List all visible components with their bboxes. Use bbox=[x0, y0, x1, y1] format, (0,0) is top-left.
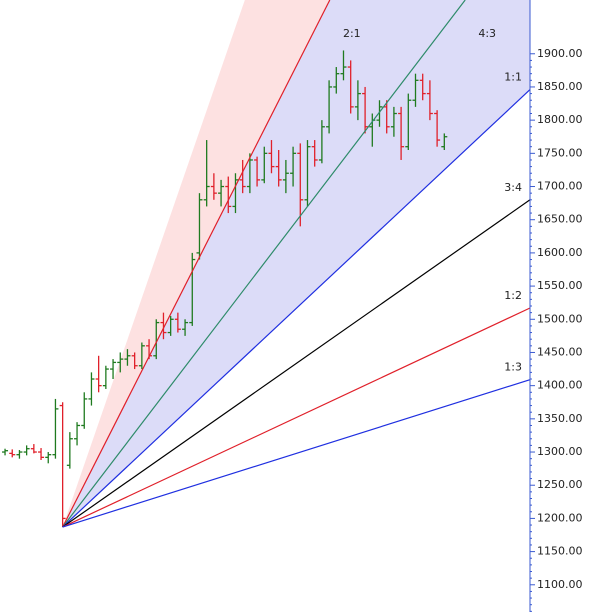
y-tick-label: 1800.00 bbox=[537, 113, 583, 126]
y-tick-label: 1750.00 bbox=[537, 146, 583, 159]
y-tick-label: 1850.00 bbox=[537, 80, 583, 93]
fan-label: 3:4 bbox=[504, 181, 522, 194]
fan-line bbox=[62, 379, 531, 528]
fan-line bbox=[62, 89, 531, 528]
fan-label: 1:1 bbox=[504, 71, 522, 84]
y-tick-label: 1600.00 bbox=[537, 246, 583, 259]
fan-line bbox=[62, 307, 531, 528]
axis-panel bbox=[530, 0, 596, 612]
y-tick-label: 1900.00 bbox=[537, 47, 583, 60]
fan-line bbox=[62, 199, 531, 528]
fan-label: 1:3 bbox=[504, 361, 522, 374]
fan-line bbox=[62, 0, 331, 528]
fan-line bbox=[62, 0, 466, 528]
fan-label: 1:2 bbox=[504, 289, 522, 302]
y-tick-label: 1550.00 bbox=[537, 279, 583, 292]
y-tick-label: 1700.00 bbox=[537, 180, 583, 193]
y-tick-label: 1650.00 bbox=[537, 213, 583, 226]
y-tick-label: 1350.00 bbox=[537, 412, 583, 425]
y-tick-label: 1300.00 bbox=[537, 445, 583, 458]
y-tick-label: 1400.00 bbox=[537, 379, 583, 392]
y-tick-label: 1250.00 bbox=[537, 478, 583, 491]
fan-shade-blue bbox=[62, 0, 531, 528]
fan-label: 4:3 bbox=[478, 27, 496, 40]
y-tick-label: 1200.00 bbox=[537, 511, 583, 524]
y-tick-label: 1500.00 bbox=[537, 312, 583, 325]
y-tick-label: 1450.00 bbox=[537, 345, 583, 358]
y-tick-label: 1150.00 bbox=[537, 545, 583, 558]
fan-label: 2:1 bbox=[343, 27, 361, 40]
y-tick-label: 1100.00 bbox=[537, 578, 583, 591]
